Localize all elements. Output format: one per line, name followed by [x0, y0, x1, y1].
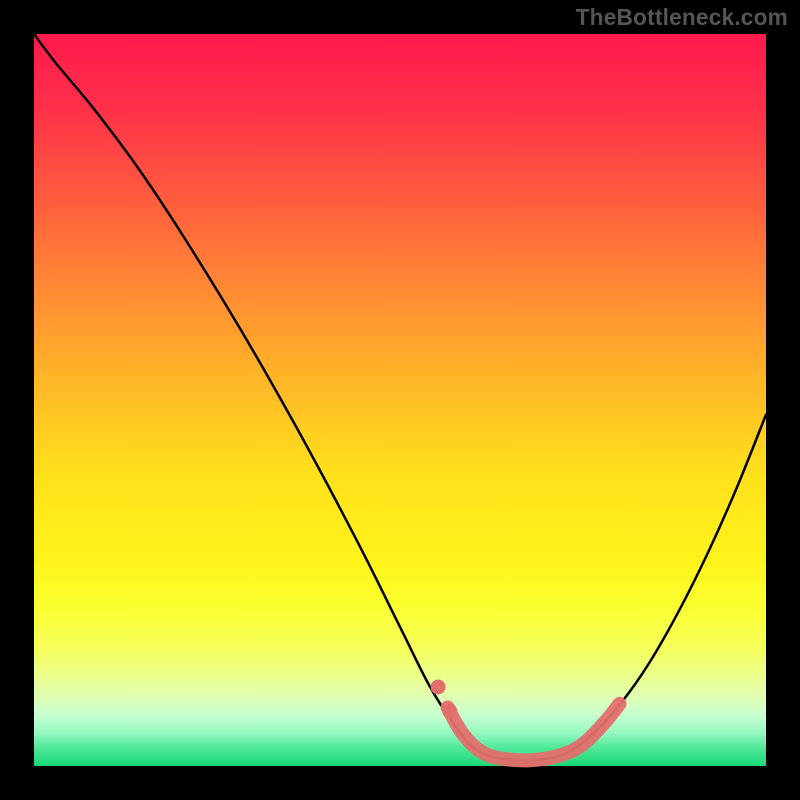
bottleneck-chart-svg	[0, 0, 800, 800]
chart-root: TheBottleneck.com	[0, 0, 800, 800]
plot-background-gradient	[34, 34, 766, 766]
highlight-dot	[431, 679, 446, 694]
watermark-text: TheBottleneck.com	[576, 4, 788, 31]
